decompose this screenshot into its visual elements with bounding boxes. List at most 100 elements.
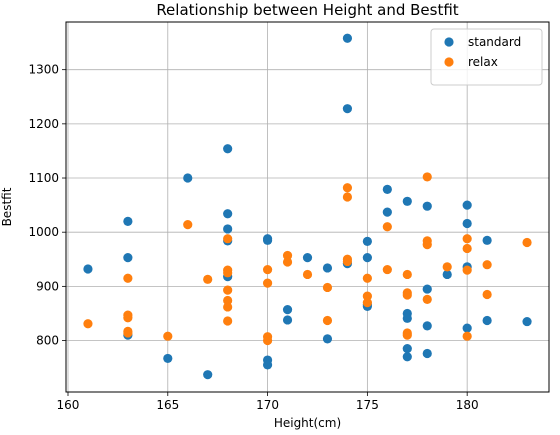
data-point-relax <box>123 313 133 323</box>
data-point-standard <box>422 348 432 359</box>
data-point-standard <box>262 360 273 370</box>
data-point-relax <box>402 269 412 280</box>
data-point-standard <box>522 316 532 327</box>
data-point-standard <box>382 184 392 194</box>
plot-area-frame <box>65 21 550 393</box>
data-point-relax <box>442 262 452 272</box>
y-tick-label: 1200 <box>28 117 59 131</box>
data-point-relax <box>203 274 213 284</box>
x-axis-label: Height(cm) <box>274 416 341 430</box>
x-tick-label: 170 <box>256 398 279 412</box>
data-point-standard <box>442 269 452 280</box>
data-point-relax <box>522 237 532 248</box>
data-point-standard <box>462 200 472 210</box>
data-point-relax <box>183 220 193 230</box>
x-tick-label: 165 <box>156 398 179 412</box>
data-point-standard <box>482 235 492 245</box>
data-point-relax <box>302 269 313 280</box>
data-point-standard <box>163 353 173 364</box>
data-point-standard <box>462 218 472 229</box>
legend-label-standard: standard <box>468 35 521 49</box>
data-point-standard <box>183 173 193 183</box>
y-axis-label: Bestfit <box>0 187 14 226</box>
data-point-standard <box>422 284 432 294</box>
data-point-standard <box>482 315 492 326</box>
data-point-relax <box>282 250 293 261</box>
data-point-relax <box>282 257 293 267</box>
data-point-standard <box>223 144 233 154</box>
chart-title: Relationship between Height and Bestfit <box>156 1 458 19</box>
y-tick-label: 1300 <box>28 63 59 77</box>
data-point-relax <box>402 330 412 340</box>
data-point-standard <box>83 264 93 274</box>
data-point-relax <box>123 273 133 283</box>
data-point-standard <box>362 236 372 246</box>
data-point-relax <box>223 268 233 278</box>
data-point-standard <box>402 344 412 354</box>
data-point-standard <box>462 323 472 333</box>
data-point-standard <box>382 207 392 217</box>
data-point-standard <box>223 224 233 234</box>
data-point-relax <box>462 243 472 254</box>
x-tick-label: 180 <box>456 398 479 412</box>
y-tick-label: 900 <box>36 279 59 293</box>
data-point-relax <box>223 234 233 244</box>
data-point-standard <box>302 253 313 263</box>
data-point-relax <box>422 294 432 304</box>
legend-marker-standard <box>444 37 454 47</box>
legend-label-relax: relax <box>468 55 498 69</box>
data-point-standard <box>422 201 432 211</box>
data-point-standard <box>322 263 333 273</box>
x-tick-label: 175 <box>356 398 379 412</box>
data-point-relax <box>322 282 333 293</box>
data-point-relax <box>462 331 472 341</box>
x-tick-label: 160 <box>57 398 80 412</box>
data-point-relax <box>462 265 472 275</box>
data-point-standard <box>402 313 412 323</box>
data-point-standard <box>342 104 353 114</box>
data-point-relax <box>223 285 233 295</box>
data-point-relax <box>342 192 353 202</box>
data-point-relax <box>482 289 492 300</box>
data-point-standard <box>223 209 233 219</box>
data-point-relax <box>163 331 173 341</box>
axis-ticks: 160 165 170 175 180 800 900 1000 1100 1200 1300 <box>28 63 478 412</box>
y-tick-label: 1000 <box>28 225 59 239</box>
data-point-relax <box>462 234 472 244</box>
legend: standard relax <box>430 28 543 86</box>
data-point-standard <box>362 253 372 263</box>
data-points <box>83 33 532 380</box>
data-point-relax <box>123 328 133 338</box>
data-point-relax <box>422 240 432 250</box>
data-point-relax <box>223 295 233 306</box>
data-point-standard <box>123 253 133 263</box>
data-point-standard <box>342 33 353 43</box>
y-tick-label: 1100 <box>28 171 59 185</box>
data-point-standard <box>322 334 333 344</box>
data-point-relax <box>322 315 333 326</box>
data-point-relax <box>422 172 432 182</box>
data-point-relax <box>482 260 492 270</box>
data-point-relax <box>362 291 372 301</box>
data-point-relax <box>342 256 353 267</box>
data-point-relax <box>223 302 233 312</box>
data-point-relax <box>262 278 273 288</box>
data-point-standard <box>282 315 293 325</box>
data-point-standard <box>402 352 412 362</box>
data-point-relax <box>223 316 233 326</box>
data-point-relax <box>83 319 93 329</box>
data-point-standard <box>402 196 412 206</box>
data-point-relax <box>342 183 353 193</box>
legend-box <box>430 28 543 86</box>
data-point-relax <box>382 222 392 232</box>
data-point-standard <box>282 305 293 315</box>
data-point-standard <box>203 370 213 380</box>
data-point-standard <box>262 235 273 245</box>
data-point-relax <box>262 335 273 346</box>
data-point-relax <box>362 298 372 308</box>
data-point-relax <box>402 290 412 300</box>
y-tick-label: 800 <box>36 334 59 348</box>
data-point-relax <box>382 264 392 275</box>
data-point-standard <box>422 321 432 331</box>
